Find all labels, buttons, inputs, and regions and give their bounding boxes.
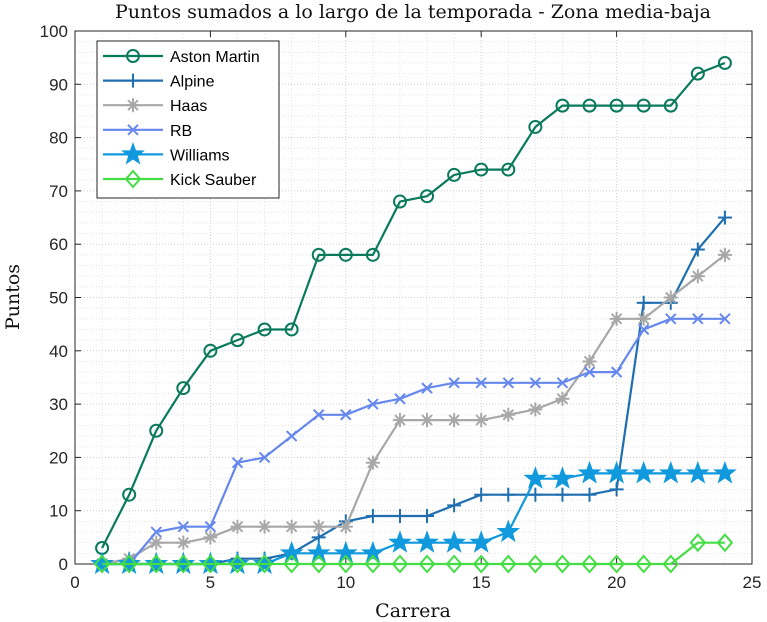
legend: Aston Martin Alpine Haas RB Williams Kick Sau… xyxy=(96,40,280,199)
series-rb xyxy=(96,313,731,570)
chart-title: Puntos sumados a lo largo de la temporad… xyxy=(115,1,711,23)
x-tick-label: 10 xyxy=(336,573,355,592)
legend-item: RB xyxy=(103,123,192,140)
x-tick-label: 5 xyxy=(206,573,215,592)
y-tick-label: 70 xyxy=(49,182,68,201)
y-tick-label: 100 xyxy=(40,22,68,41)
legend-item: Williams xyxy=(103,141,230,165)
y-tick-label: 80 xyxy=(49,129,68,148)
y-tick-label: 0 xyxy=(59,555,68,574)
y-axis-label: Puntos xyxy=(2,264,24,330)
y-tick-label: 40 xyxy=(49,342,68,361)
legend-label: Haas xyxy=(170,98,207,115)
legend-item: Haas xyxy=(103,98,207,115)
y-tick-label: 90 xyxy=(49,75,68,94)
series-kick-sauber xyxy=(93,533,734,574)
series-group xyxy=(90,55,737,575)
x-tick-label: 0 xyxy=(70,573,79,592)
legend-label: Aston Martin xyxy=(170,49,260,66)
x-axis-label: Carrera xyxy=(375,600,451,622)
x-tick-label: 20 xyxy=(607,573,626,592)
series-aston-martin xyxy=(95,55,732,556)
y-tick-label: 50 xyxy=(49,289,68,308)
legend-label: RB xyxy=(170,123,192,140)
x-tick-label: 15 xyxy=(472,573,491,592)
legend-item: Alpine xyxy=(103,73,215,91)
y-tick-label: 30 xyxy=(49,395,68,414)
legend-label: Alpine xyxy=(170,74,215,91)
legend-label: Williams xyxy=(170,147,230,164)
y-tick-label: 10 xyxy=(49,502,68,521)
x-tick-label: 25 xyxy=(743,573,762,592)
axes: 0 5 10 15 20 25 0 10 20 30 40 50 60 70 80 90 100 xyxy=(40,22,762,592)
y-tick-label: 60 xyxy=(49,235,68,254)
legend-label: Kick Sauber xyxy=(170,172,257,189)
y-tick-label: 20 xyxy=(49,448,68,467)
legend-item: Aston Martin xyxy=(103,49,260,66)
legend-item: Kick Sauber xyxy=(103,169,257,189)
